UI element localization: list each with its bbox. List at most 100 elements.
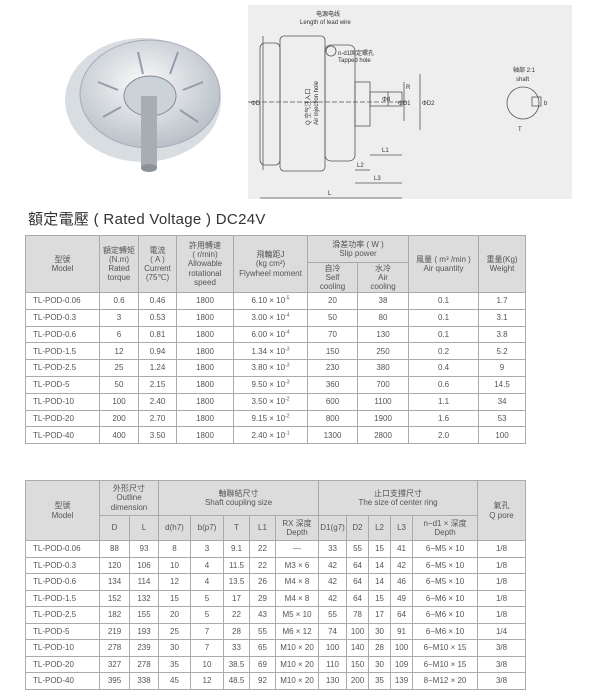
table-cell: 65: [249, 639, 276, 657]
table-cell: 26: [249, 573, 276, 591]
table-cell: 35: [158, 655, 191, 673]
header-self-cooling: 自冷 Self cooling: [307, 262, 358, 293]
table-cell: 1/8: [477, 589, 527, 607]
table-cell: 3.1: [478, 308, 527, 327]
table-cell: 22: [223, 606, 250, 624]
shaft-label: shaft: [516, 77, 529, 83]
table-cell: 13.5: [223, 573, 250, 591]
table-cell: 55: [318, 606, 348, 624]
table-cell: 0.1: [408, 325, 480, 344]
table-cell: 3/8: [477, 655, 527, 673]
rated-voltage-table: 型號 Model 額定轉矩 (N.m) Rated torque 電流( A ) Curr…: [25, 235, 527, 445]
table-cell: 2.15: [138, 375, 177, 394]
table-row: TL-POD-20 327 278 35 10 38.5 69 M10 × 20 110 150 3…: [25, 655, 527, 673]
table-cell: 130: [356, 325, 410, 344]
table-cell: 2.40: [138, 392, 177, 411]
table-cell: 0.6: [408, 375, 480, 394]
table-cell: 15: [368, 540, 392, 558]
dim-R: R: [406, 85, 411, 91]
table-cell: M10 × 20: [274, 672, 320, 690]
table-cell: 278: [129, 655, 159, 673]
table-row: TL-POD-10 100 2.40 1800 3.50 × 10-2 600 1100 1.…: [25, 392, 527, 411]
table-cell: 9: [478, 359, 527, 377]
table-cell: 1800: [176, 426, 234, 445]
table-row: TL-POD-1.5 12 0.94 1800 1.34 × 10-3 150 250 0.2…: [25, 342, 527, 361]
table-row: TL-POD-2.5 182 155 20 5 22 43 M5 × 10 55 78 17 64 6−…: [25, 606, 527, 624]
header-center-ring: 止口支撐尺寸 The size of center ring: [318, 480, 479, 516]
table-cell: TL-POD-2.5: [25, 359, 100, 377]
table-cell: 1/8: [477, 540, 527, 558]
table-row: TL-POD-0.3 3 0.53 1800 3.00 × 10-4 50 80 0.1 3.1: [25, 308, 527, 327]
cell-flywheel: 3.00 × 10-4: [233, 308, 308, 327]
table-cell: 100: [478, 426, 527, 445]
table-cell: 239: [129, 639, 159, 657]
table-cell: TL-POD-0.06: [25, 540, 100, 558]
subheader-cell: L3: [390, 515, 414, 541]
table-cell: TL-POD-5: [25, 375, 100, 394]
table-cell: —: [274, 540, 320, 558]
table-cell: 5: [190, 589, 224, 607]
table-cell: 2.0: [408, 426, 480, 445]
subheader-cell: D1(g7): [318, 515, 348, 541]
table-cell: 55: [346, 540, 370, 558]
table-cell: 1800: [176, 342, 234, 361]
shaft-label-cn: 轴部 2:1: [513, 66, 536, 74]
table-cell: TL-POD-0.06: [25, 292, 100, 310]
table-cell: 64: [346, 573, 370, 591]
dim-L: L: [328, 191, 332, 197]
table-cell: 30: [368, 622, 392, 640]
table-cell: TL-POD-20: [25, 655, 100, 673]
header-slip-power: 滑差功率 ( W ) Slip power: [306, 235, 410, 263]
table-cell: 80: [356, 308, 410, 327]
table-cell: 800: [307, 409, 358, 428]
table-cell: 8: [158, 540, 191, 558]
table-cell: 0.53: [138, 308, 177, 327]
table-cell: 152: [99, 589, 130, 607]
table-cell: 14.5: [478, 375, 527, 394]
table-cell: M10 × 20: [274, 655, 320, 673]
subheader-cell: D2: [346, 515, 370, 541]
table-cell: 100: [390, 639, 414, 657]
table-cell: 74: [318, 622, 348, 640]
table-cell: 219: [99, 622, 130, 640]
lead-wire-label-cn: 电源电线: [316, 10, 340, 18]
header-air-quantity: 風量 ( m³ /min ) Air quantity: [408, 235, 480, 293]
table-cell: TL-POD-0.3: [25, 556, 100, 574]
header-q-pore: 氣孔 Q pore: [477, 480, 527, 541]
table-row: TL-POD-1.5 152 132 15 5 17 29 M4 × 8 42 64 15 49 6−M…: [25, 589, 527, 607]
table-cell: 22: [249, 556, 276, 574]
table-cell: 2.70: [138, 409, 177, 428]
table-cell: 1/4: [477, 622, 527, 640]
table-cell: 0.1: [408, 292, 480, 310]
table-cell: 33: [318, 540, 348, 558]
table-cell: 7: [190, 639, 224, 657]
table-cell: 69: [249, 655, 276, 673]
table-cell: 14: [368, 556, 392, 574]
table-cell: 1800: [176, 392, 234, 411]
table-cell: TL-POD-40: [25, 426, 100, 445]
table-row: TL-POD-40 395 338 45 12 48.5 92 M10 × 20 130 200 3…: [25, 672, 527, 690]
dim-D2: ΦD2: [422, 101, 435, 107]
table-cell: 139: [390, 672, 414, 690]
table-row: TL-POD-0.6 134 114 12 4 13.5 26 M4 × 8 42 64 14 46 6…: [25, 573, 527, 591]
dimension-table: 型號 Model 外形尺寸 Outline dimension 軸聯結尺寸 Shaft …: [25, 480, 527, 690]
table-cell: 35: [368, 672, 392, 690]
table-cell: 48.5: [223, 672, 250, 690]
table-row: TL-POD-0.06 0.6 0.46 1800 6.10 × 10-5 20 38 0.1…: [25, 292, 527, 310]
table-cell: 53: [478, 409, 527, 428]
subheader-cell: D: [99, 515, 130, 541]
table-cell: 200: [346, 672, 370, 690]
header-model: 型號 Model: [25, 235, 100, 293]
table-cell: 1/8: [477, 573, 527, 591]
table-cell: 38: [356, 292, 410, 310]
table-cell: 6−M5 × 10: [412, 573, 479, 591]
table-cell: 6: [99, 325, 139, 344]
table-row: TL-POD-20 200 2.70 1800 9.15 × 10-2 800 1900 1.…: [25, 409, 527, 428]
dim-b: b: [544, 101, 548, 107]
header-shaft-coupling: 軸聯結尺寸 Shaft coupling size: [157, 480, 320, 516]
table-cell: 64: [390, 606, 414, 624]
table-cell: 360: [307, 375, 358, 394]
table-cell: 0.6: [99, 292, 139, 310]
table-cell: 2800: [356, 426, 410, 445]
table-cell: 3: [190, 540, 224, 558]
